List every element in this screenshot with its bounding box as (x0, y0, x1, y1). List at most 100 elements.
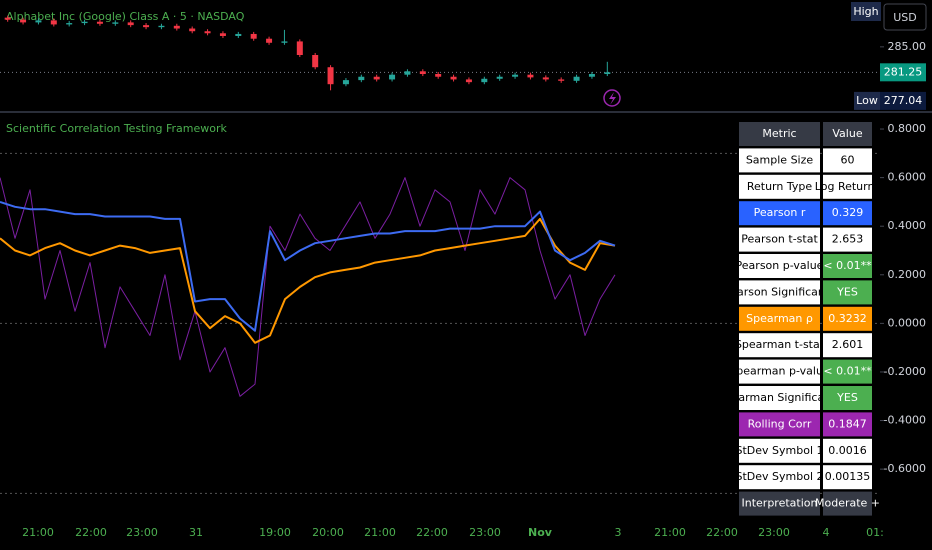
candle-body (20, 19, 27, 23)
table-value-cell (823, 148, 872, 173)
candle-body (419, 71, 426, 75)
y-tick-label: -0.4000 (884, 414, 926, 427)
candle-body (558, 79, 565, 81)
series-line (0, 217, 616, 344)
candle-body (143, 25, 150, 28)
candle-body (158, 25, 165, 28)
candle-body (173, 25, 180, 29)
y-tick-label: 0.4000 (888, 219, 927, 232)
candle-body (4, 17, 11, 20)
table-value: Log Returns (815, 180, 881, 193)
table-metric: Spearman t-stat (735, 338, 825, 351)
table-metric: Spearman ρ (746, 312, 813, 325)
table-value-cell (823, 174, 872, 199)
table-value-cell (823, 201, 872, 226)
table-metric: Spearman p-value (729, 365, 830, 378)
time-label: 23:00 (469, 526, 501, 539)
low-label: Low (856, 94, 878, 107)
currency-button[interactable] (883, 3, 927, 31)
candle-body (96, 21, 103, 24)
table-metric-cell (739, 201, 820, 226)
table-metric-cell (739, 438, 820, 463)
candle-body (219, 33, 226, 36)
time-label: 23:00 (758, 526, 790, 539)
table-value: < 0.01** (823, 259, 872, 272)
candle-body (127, 22, 134, 26)
table-metric: Pearson r (754, 206, 806, 219)
table-value-cell (823, 438, 872, 463)
candle-body (389, 74, 396, 80)
currency-label: USD (893, 11, 917, 24)
alert-icon[interactable] (603, 89, 621, 107)
table-value: 0.00135 (825, 470, 871, 483)
high-label: High (853, 5, 878, 18)
candle-body (496, 76, 503, 79)
table-header-cell (823, 122, 872, 146)
candle-body (542, 77, 549, 80)
time-label: Nov (528, 526, 553, 539)
table-metric: Pearson t-stat (741, 233, 818, 246)
time-label: 23:00 (126, 526, 158, 539)
y-tick-label: -0.6000 (884, 462, 926, 475)
time-label: 01: (866, 526, 884, 539)
table-metric-cell (739, 280, 820, 305)
candle-body (35, 20, 42, 23)
y-tick-label: -0.2000 (884, 365, 926, 378)
table-value: YES (836, 391, 858, 404)
time-label: 19:00 (259, 526, 291, 539)
table-value-cell (823, 386, 872, 410)
candle-body (189, 28, 196, 32)
candle-body (588, 74, 595, 77)
table-value-cell (823, 254, 872, 278)
candle-body (235, 33, 242, 36)
table-value-cell (823, 333, 872, 358)
indicator-title: Scientific Correlation Testing Framework (6, 122, 228, 135)
table-value: Moderate + (815, 497, 880, 510)
table-value: 0.329 (832, 206, 864, 219)
candle-body (112, 22, 119, 24)
table-value-cell (823, 227, 872, 252)
table-metric-cell (739, 227, 820, 252)
candle-body (527, 74, 534, 78)
table-metric: Pearson Significant? (724, 285, 835, 298)
time-label: 3 (615, 526, 622, 539)
table-value: 0.3232 (828, 312, 867, 325)
time-label: 4 (823, 526, 830, 539)
y-tick-label: 0.2000 (888, 268, 927, 281)
table-metric-cell (739, 359, 820, 384)
table-value: 0.1847 (828, 417, 867, 430)
table-header: Metric (762, 127, 796, 140)
candle-body (404, 71, 411, 75)
time-label: 22:00 (75, 526, 107, 539)
candle-body (66, 23, 73, 25)
time-label: 22:00 (706, 526, 738, 539)
table-metric-cell (739, 174, 820, 199)
table-value: 0.0016 (828, 444, 867, 457)
candle-body (296, 41, 303, 55)
table-value-cell (823, 491, 872, 516)
alert-bolt (609, 92, 616, 105)
y-tick-label: 0.8000 (888, 122, 927, 135)
table-metric: Interpretation (742, 497, 818, 510)
low-price-label: 277.04 (884, 94, 923, 107)
candle-body (373, 76, 380, 80)
time-label: 21:00 (22, 526, 54, 539)
candle-body (450, 76, 457, 80)
candle-body (358, 76, 365, 81)
table-value-cell (823, 359, 872, 384)
table-metric: Return Type (747, 180, 812, 193)
candle-body (281, 41, 288, 43)
candle-body (435, 74, 442, 77)
table-metric-cell (739, 465, 820, 490)
candle-body (465, 79, 472, 83)
high-badge (851, 2, 881, 21)
table-value: < 0.01** (823, 365, 872, 378)
time-label: 21:00 (364, 526, 396, 539)
table-value: 2.601 (832, 338, 864, 351)
table-metric: Spearman Significant? (718, 391, 842, 404)
table-value-cell (823, 306, 872, 331)
time-label: 22:00 (416, 526, 448, 539)
table-value-cell (823, 465, 872, 490)
table-value-cell (823, 412, 872, 437)
candle-body (81, 21, 88, 24)
